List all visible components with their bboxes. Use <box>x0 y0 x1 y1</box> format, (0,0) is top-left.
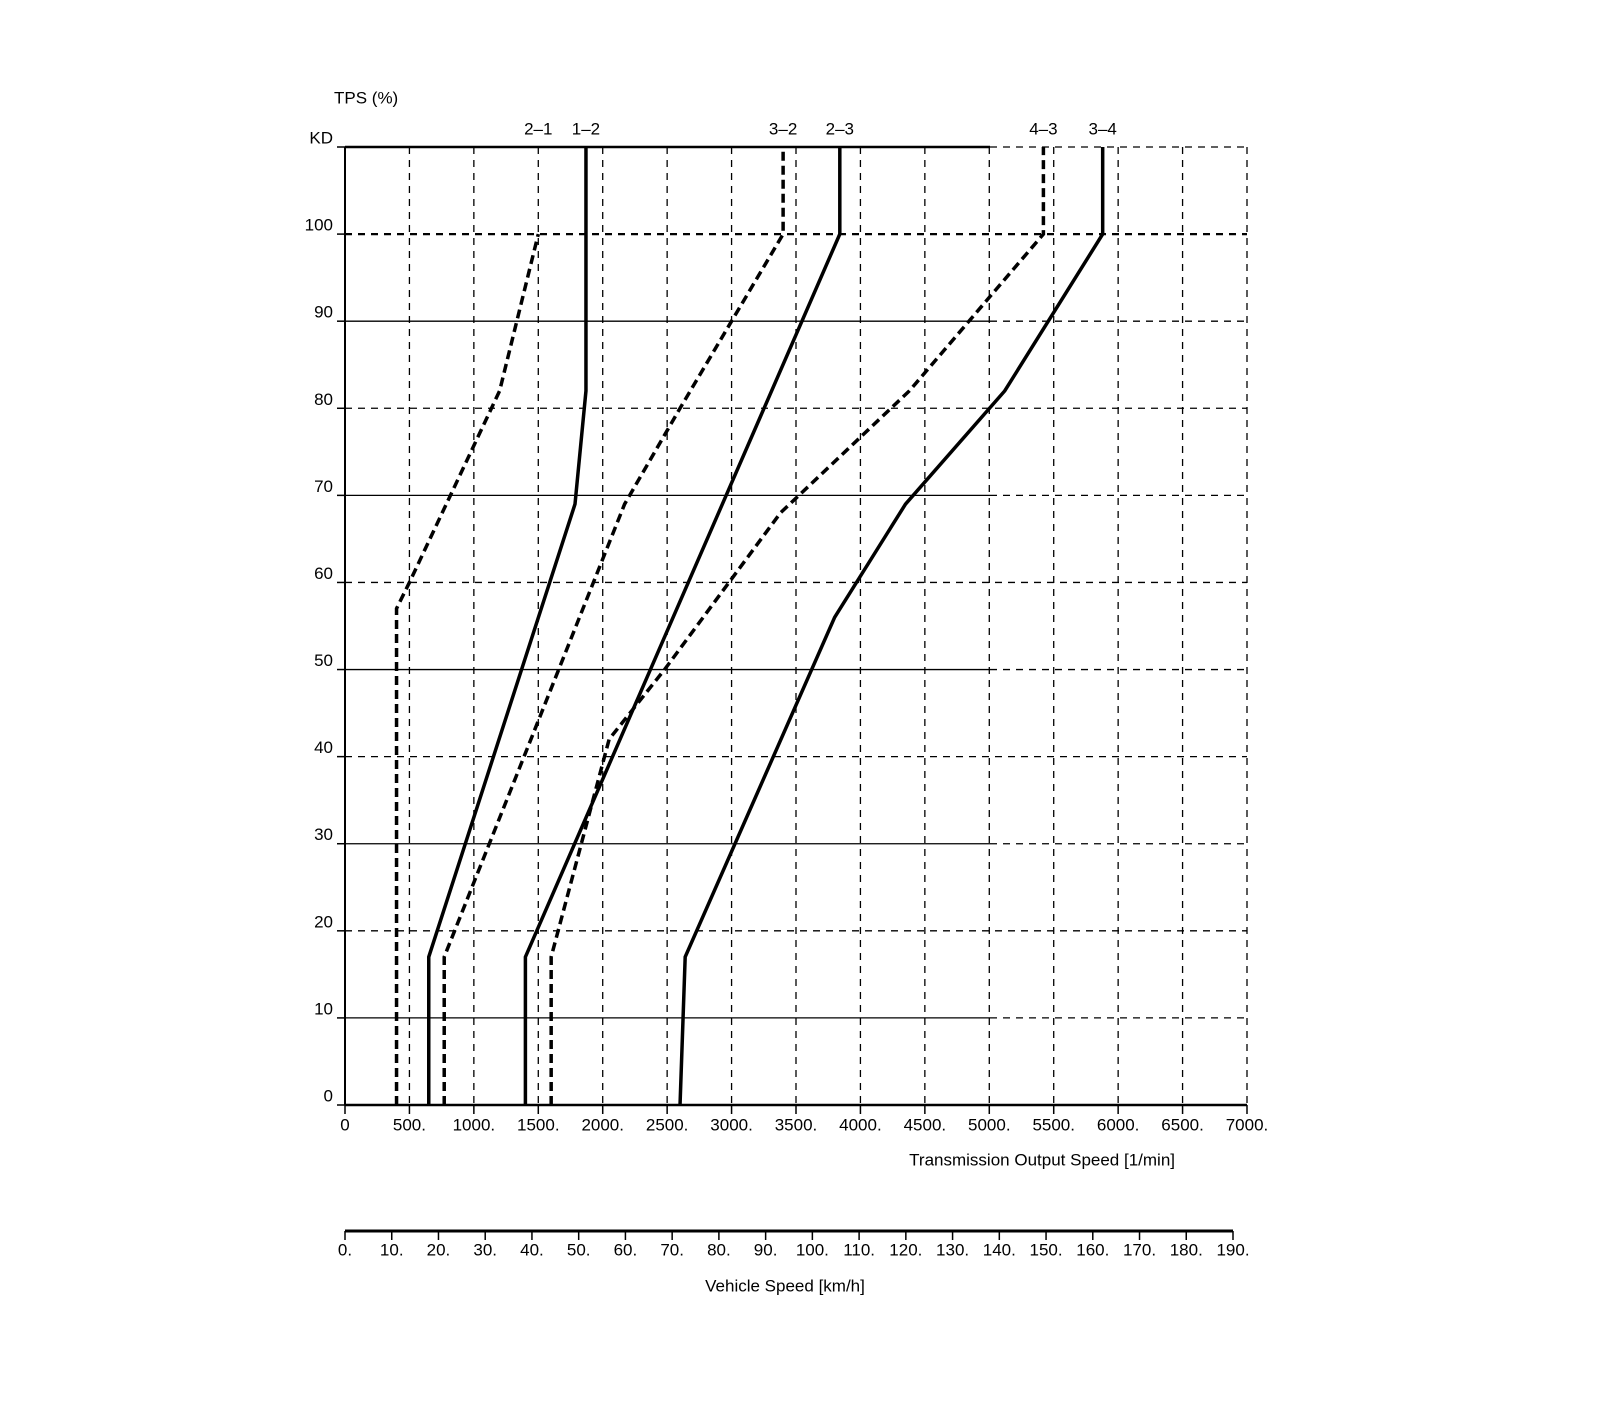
x2-tick-label: 40. <box>520 1240 544 1259</box>
shift-line <box>549 147 1046 1105</box>
x2-tick-label: 0. <box>338 1240 352 1259</box>
legend-label: 2–1 <box>524 119 552 138</box>
y-tick-label: 100 <box>305 216 333 235</box>
x2-tick-label: 50. <box>567 1240 591 1259</box>
x-tick-label: 5000. <box>968 1115 1011 1134</box>
x2-tick-label: 120. <box>889 1240 922 1259</box>
y-tick-label: 70 <box>314 477 333 496</box>
y-tick-label: 80 <box>314 390 333 409</box>
x2-tick-label: 180. <box>1170 1240 1203 1259</box>
x-tick-label: 6000. <box>1097 1115 1140 1134</box>
x2-tick-label: 130. <box>936 1240 969 1259</box>
shift-line <box>678 147 1105 1106</box>
x-tick-label: 1500. <box>517 1115 560 1134</box>
x2-tick-label: 170. <box>1123 1240 1156 1259</box>
x-tick-label: 5500. <box>1032 1115 1075 1134</box>
x2-tick-label: 100. <box>796 1240 829 1259</box>
x2-tick-label: 20. <box>427 1240 451 1259</box>
legend-label: 2–3 <box>826 119 854 138</box>
legend-label: 1–2 <box>572 119 600 138</box>
y-tick-label: 50 <box>314 651 333 670</box>
shift-line <box>427 147 588 1105</box>
y-tick-label: 90 <box>314 303 333 322</box>
legend-label: 4–3 <box>1029 119 1057 138</box>
y-tick-label: 10 <box>314 999 333 1018</box>
y-tick-label: 60 <box>314 564 333 583</box>
y-tick-label: 40 <box>314 738 333 757</box>
x-tick-label: 3000. <box>710 1115 753 1134</box>
shift-line <box>442 147 785 1105</box>
x2-tick-label: 60. <box>614 1240 638 1259</box>
x2-tick-label: 30. <box>473 1240 497 1259</box>
x2-tick-label: 80. <box>707 1240 731 1259</box>
x2-tick-label: 160. <box>1076 1240 1109 1259</box>
x-tick-label: 4000. <box>839 1115 882 1134</box>
x-tick-label: 500. <box>393 1115 426 1134</box>
x2-tick-label: 90. <box>754 1240 778 1259</box>
y-tick-label: 0 <box>324 1086 333 1105</box>
y-tick-label: 20 <box>314 912 333 931</box>
x2-tick-label: 150. <box>1030 1240 1063 1259</box>
x2-tick-label: 190. <box>1216 1240 1249 1259</box>
x-tick-label: 4500. <box>904 1115 947 1134</box>
y-axis-title: TPS (%) <box>334 88 398 107</box>
x-tick-label: 1000. <box>453 1115 496 1134</box>
x2-tick-label: 140. <box>983 1240 1016 1259</box>
x2-axis-title: Vehicle Speed [km/h] <box>705 1276 865 1295</box>
x-tick-label: 2500. <box>646 1115 689 1134</box>
x-tick-label: 6500. <box>1161 1115 1204 1134</box>
shift-line <box>394 233 540 1105</box>
legend-label: 3–2 <box>769 119 797 138</box>
shift-line <box>523 147 842 1105</box>
x2-tick-label: 110. <box>843 1240 875 1259</box>
x-tick-label: 3500. <box>775 1115 818 1134</box>
x-tick-label: 2000. <box>581 1115 624 1134</box>
y-tick-label: 30 <box>314 825 333 844</box>
legend-label: 3–4 <box>1088 119 1116 138</box>
x2-tick-label: 10. <box>380 1240 404 1259</box>
x-tick-label: 7000. <box>1226 1115 1269 1134</box>
x-tick-label: 0 <box>340 1115 349 1134</box>
x2-tick-label: 70. <box>660 1240 684 1259</box>
x-axis-title: Transmission Output Speed [1/min] <box>909 1150 1175 1169</box>
y-tick-label: KD <box>309 128 333 147</box>
